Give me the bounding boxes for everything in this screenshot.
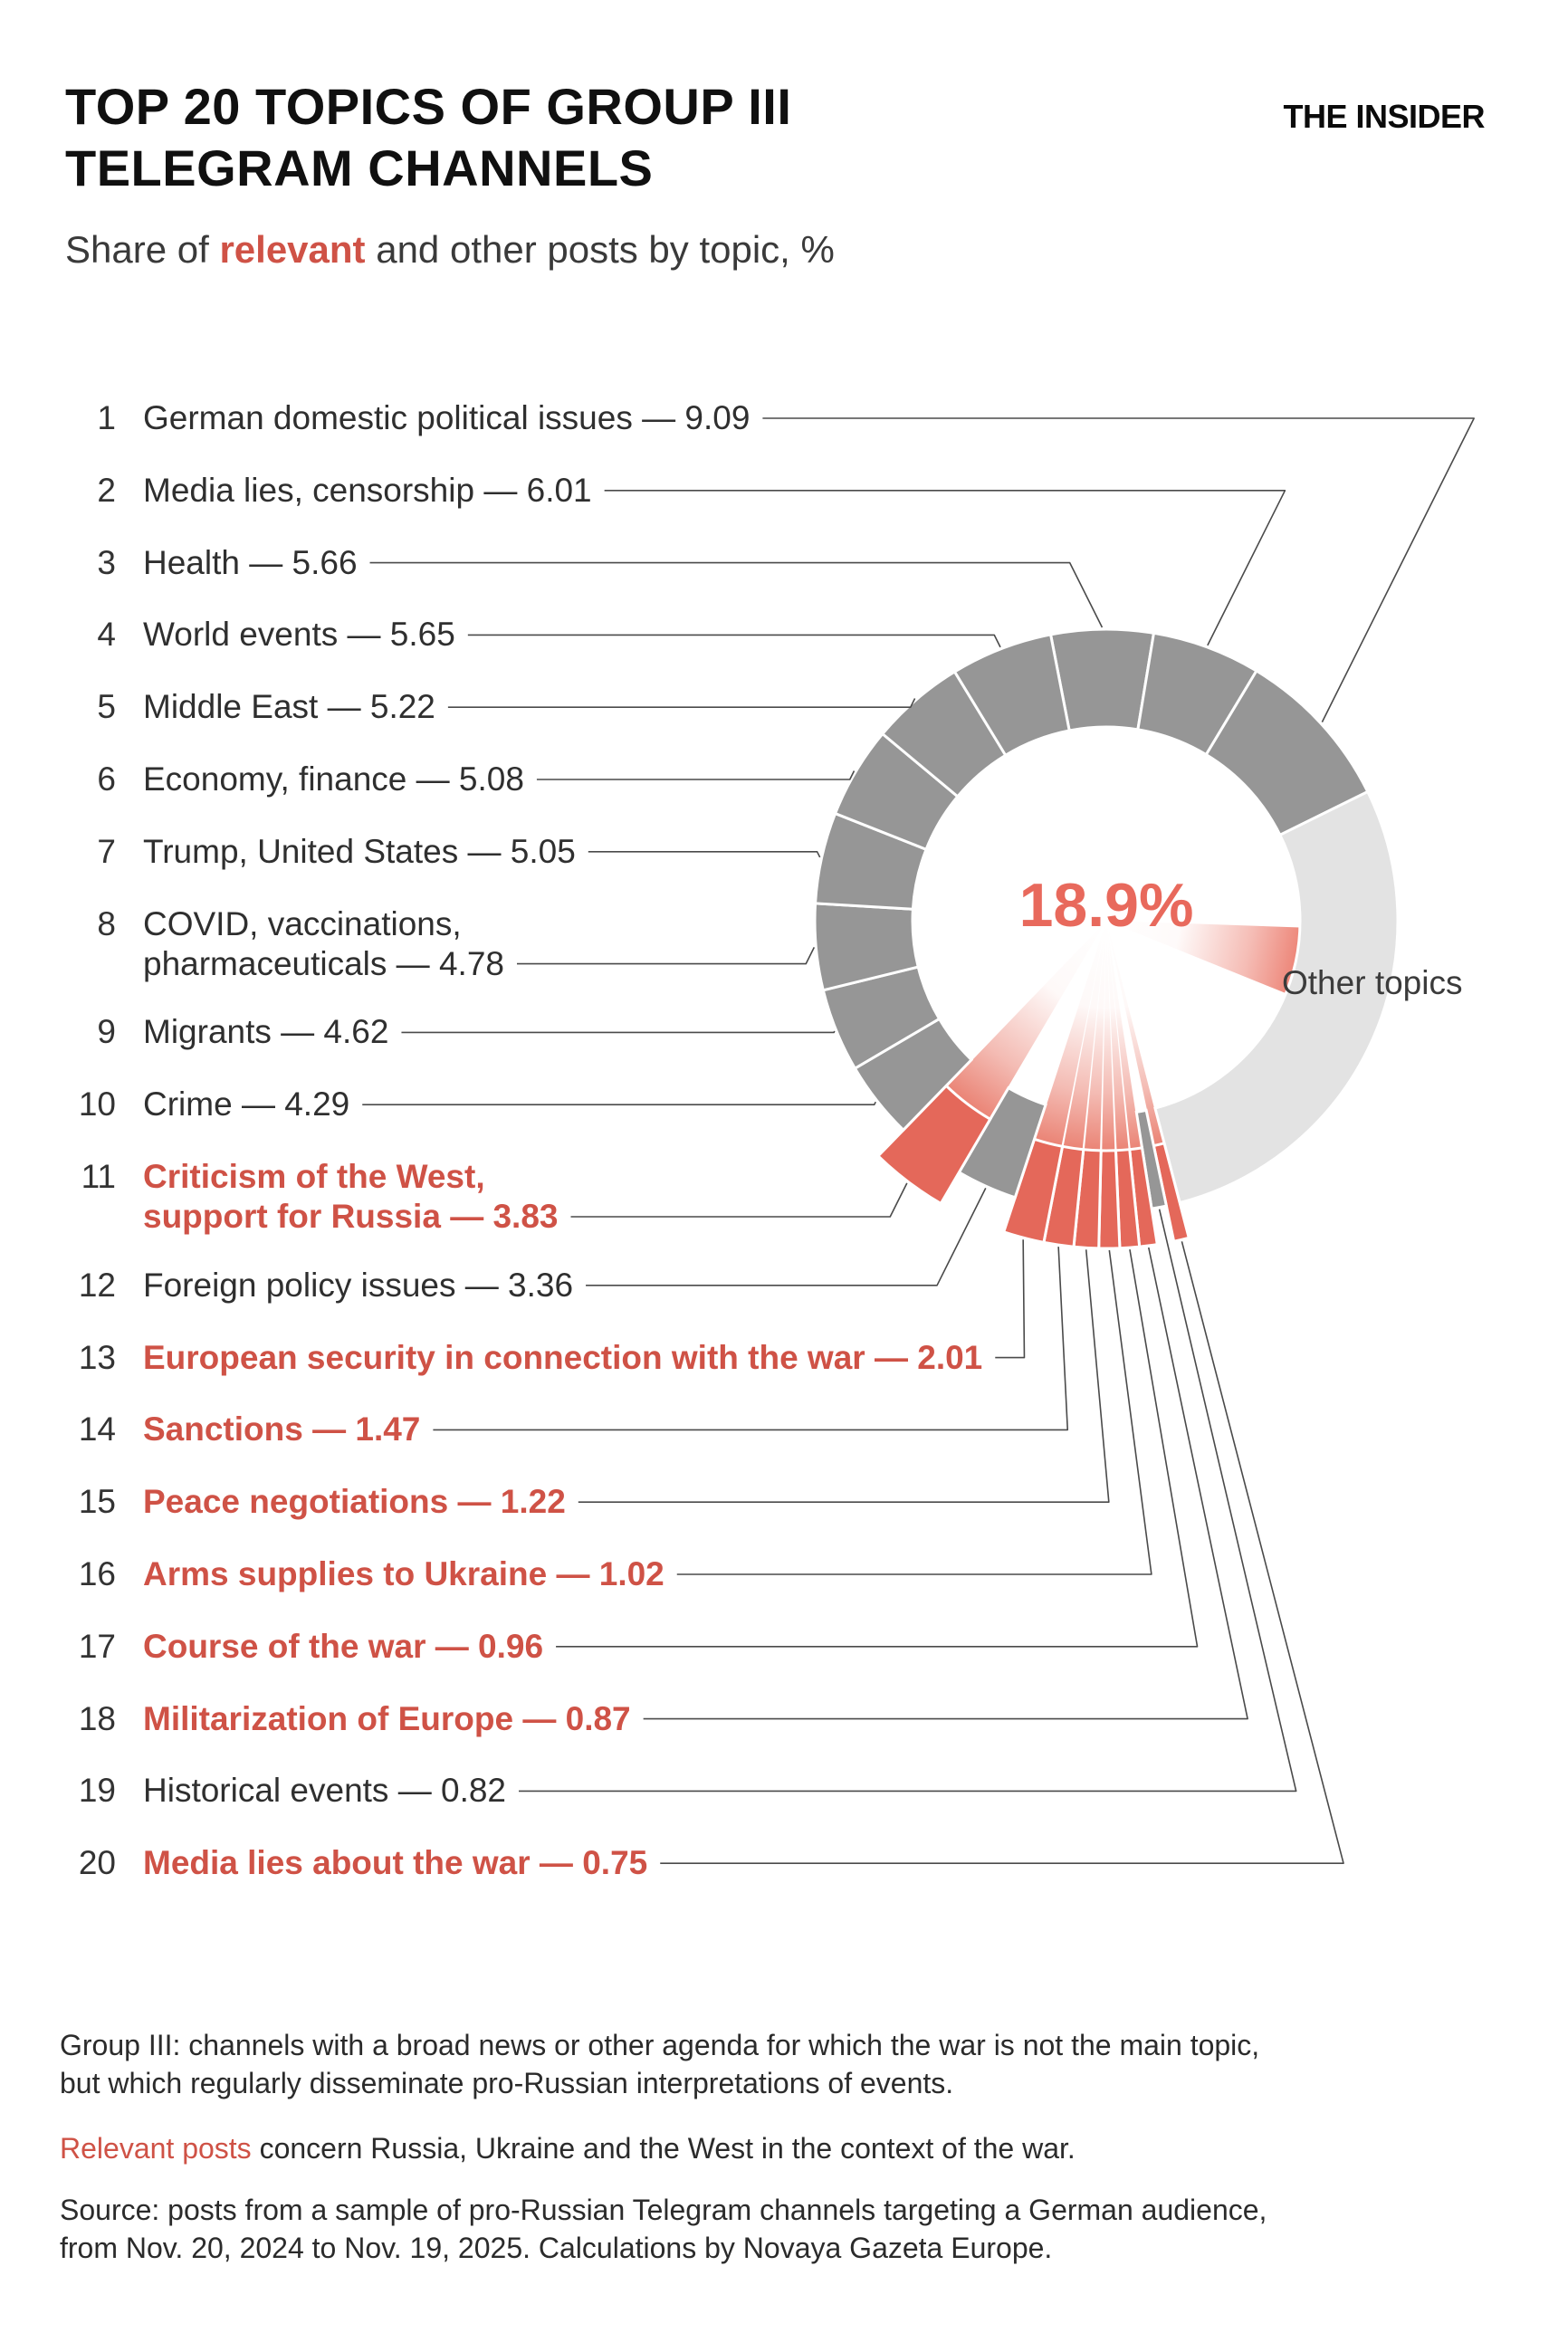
topic-rank: 20 [78, 1844, 116, 1882]
footnote-group-line-1: Group III: channels with a broad news or… [60, 2029, 1260, 2061]
topic-label: Middle East — 5.22 [143, 687, 435, 727]
topic-label-value-line: Course of the war — 0.96 [143, 1627, 544, 1665]
topic-label-value-line: World events — 5.65 [143, 616, 455, 654]
topic-label: Sanctions — 1.47 [143, 1410, 420, 1449]
subtitle-suffix: and other posts by topic, % [365, 228, 835, 271]
topic-rank: 5 [97, 688, 116, 726]
topic-label-value-line: Economy, finance — 5.08 [143, 760, 524, 798]
topic-label-value-line: Migrants — 4.62 [143, 1013, 389, 1051]
topic-label-value-line: Arms supplies to Ukraine — 1.02 [143, 1555, 664, 1592]
topic-rank: 8 [97, 904, 116, 942]
topic-label: Media lies about the war — 0.75 [143, 1843, 647, 1883]
footnote-relevant-definition: Relevant posts concern Russia, Ukraine a… [60, 2129, 1076, 2167]
topic-rank: 6 [97, 760, 116, 798]
topic-label-value-line: Media lies, censorship — 6.01 [143, 471, 592, 509]
topic-label-value-line: European security in connection with the… [143, 1338, 983, 1376]
topic-label-value-line: Sanctions — 1.47 [143, 1410, 421, 1448]
topic-label: Foreign policy issues — 3.36 [143, 1266, 573, 1305]
page-title-line1: TOP 20 TOPICS OF GROUP III [65, 78, 792, 135]
topic-label-value-line: Trump, United States — 5.05 [143, 832, 576, 870]
topic-label: European security in connection with the… [143, 1338, 982, 1378]
topic-rank: 2 [97, 471, 116, 509]
topic-rank: 7 [97, 832, 116, 870]
topic-label: Militarization of Europe — 0.87 [143, 1699, 631, 1739]
topic-label: Crime — 4.29 [143, 1085, 349, 1124]
topic-rank: 19 [78, 1772, 116, 1810]
topic-rank: 16 [78, 1555, 116, 1592]
topic-rank: 17 [78, 1627, 116, 1665]
topic-label: Migrants — 4.62 [143, 1012, 388, 1052]
topic-rank: 14 [78, 1410, 116, 1448]
topic-label-value-line: Historical events — 0.82 [143, 1772, 507, 1810]
topic-rank: 3 [97, 543, 116, 581]
topic-label: COVID, vaccinations, pharmaceuticals — 4.… [143, 904, 504, 984]
topic-label: Economy, finance — 5.08 [143, 760, 524, 799]
footnote-relevant-emphasis: Relevant posts [60, 2132, 252, 2165]
topic-label-value-line: Foreign policy issues — 3.36 [143, 1266, 574, 1304]
subtitle-prefix: Share of [65, 228, 220, 271]
other-topics-label: Other topics [1282, 964, 1463, 1001]
topic-label: German domestic political issues — 9.09 [143, 398, 750, 438]
topic-rank: 18 [78, 1699, 116, 1737]
chart-subtitle: Share of relevant and other posts by top… [65, 228, 835, 272]
topic-rank: 10 [78, 1085, 116, 1123]
donut-center-value: 18.9% [1018, 871, 1194, 940]
topic-label: Historical events — 0.82 [143, 1771, 506, 1811]
footnote-source-line-1: Source: posts from a sample of pro-Russi… [60, 2194, 1267, 2226]
topic-label-value-line: German domestic political issues — 9.09 [143, 399, 751, 436]
topic-label-value-line: Militarization of Europe — 0.87 [143, 1699, 631, 1737]
topic-rank: 12 [78, 1266, 116, 1304]
topic-label: Arms supplies to Ukraine — 1.02 [143, 1554, 664, 1594]
topic-rank: 9 [97, 1013, 116, 1051]
topic-label-value-line: Media lies about the war — 0.75 [143, 1844, 648, 1882]
topic-label: Criticism of the West, support for Russia… [143, 1157, 559, 1237]
topic-rank: 1 [97, 399, 116, 436]
footnote-source-line-2: from Nov. 20, 2024 to Nov. 19, 2025. Cal… [60, 2232, 1053, 2264]
topic-label-value-line: Health — 5.66 [143, 543, 358, 581]
topic-rank: 11 [81, 1158, 116, 1195]
page-title-line2: TELEGRAM CHANNELS [65, 139, 654, 196]
topic-label-line: COVID, vaccinations, [143, 904, 462, 942]
topic-rank: 13 [78, 1338, 116, 1376]
topic-label: Trump, United States — 5.05 [143, 832, 576, 872]
topic-label-value-line: Peace negotiations — 1.22 [143, 1483, 566, 1521]
page-title: TOP 20 TOPICS OF GROUP III TELEGRAM CHAN… [65, 76, 791, 199]
topic-label-value-line: Middle East — 5.22 [143, 688, 435, 726]
topic-label-value-line: support for Russia — 3.83 [143, 1198, 559, 1235]
topic-rank: 15 [78, 1483, 116, 1521]
topic-label: Course of the war — 0.96 [143, 1627, 543, 1667]
subtitle-emphasis-relevant: relevant [219, 228, 366, 271]
topic-label: Health — 5.66 [143, 543, 358, 583]
topic-label: Peace negotiations — 1.22 [143, 1482, 566, 1522]
topic-label: World events — 5.65 [143, 615, 455, 655]
publisher-logo: THE INSIDER [1283, 98, 1485, 135]
topic-label: Media lies, censorship — 6.01 [143, 471, 592, 511]
topic-label-value-line: pharmaceuticals — 4.78 [143, 944, 504, 982]
footnote-group-line-2: but which regularly disseminate pro-Russ… [60, 2067, 954, 2099]
footnote-relevant-rest: concern Russia, Ukraine and the West in … [251, 2132, 1076, 2165]
topic-label-value-line: Crime — 4.29 [143, 1085, 350, 1123]
footnote-source: Source: posts from a sample of pro-Russi… [60, 2191, 1267, 2267]
topic-label-line: Criticism of the West, [143, 1158, 485, 1195]
footnote-group-definition: Group III: channels with a broad news or… [60, 2026, 1259, 2102]
topic-rank: 4 [97, 616, 116, 654]
